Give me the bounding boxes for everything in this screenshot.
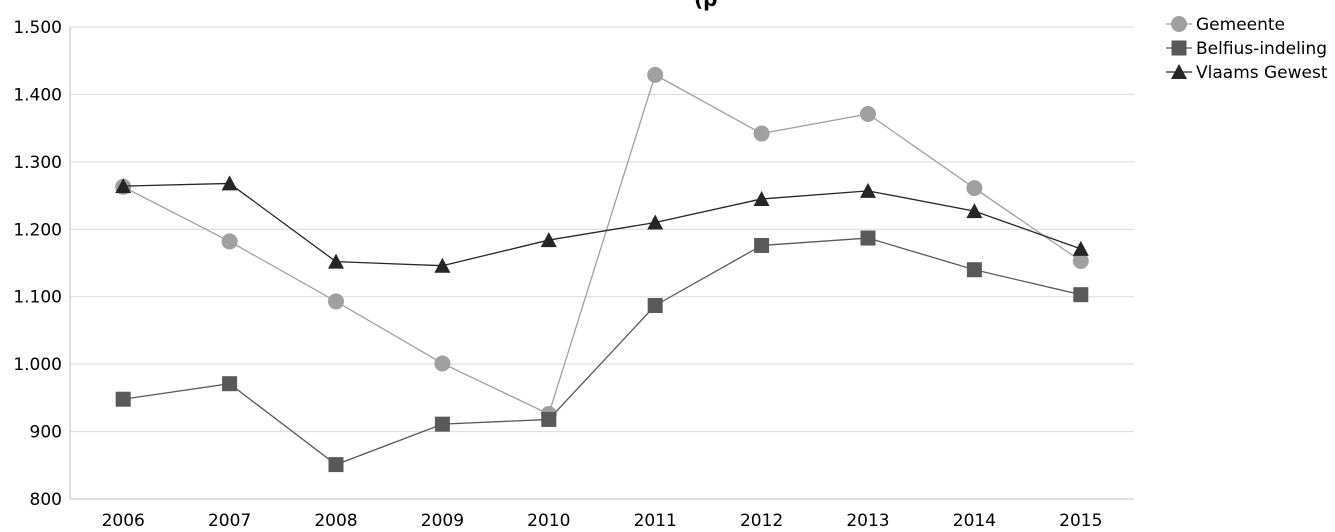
data-point [860,182,876,198]
legend: Gemeente Belfius-indeling Vlaams Gewest [1166,15,1328,83]
x-tick-label: 2011 [634,511,677,531]
data-point [754,237,770,253]
data-point [328,457,344,473]
data-point [1073,287,1089,303]
x-tick-label: 2010 [527,511,570,531]
x-axis-ticks: 2006 2007 2008 2009 2010 2011 2012 2013 2014 2015 [102,511,1103,531]
y-tick-label: 1.100 [13,288,62,308]
legend-label: Belfius-indeling [1196,39,1327,59]
series-gemeente [115,66,1089,423]
data-point [966,180,983,197]
y-tick-label: 1.300 [13,153,62,173]
data-point [966,203,983,219]
data-point [328,293,344,310]
series-line [122,73,1082,415]
x-tick-label: 2006 [102,511,145,531]
data-point [222,376,238,392]
legend-marker [1171,40,1187,56]
data-point [647,66,664,83]
x-tick-label: 2009 [421,511,464,531]
x-tick-label: 2015 [1059,511,1102,531]
y-tick-label: 900 [30,423,62,443]
data-point [647,214,664,230]
y-tick-label: 800 [30,490,62,510]
y-tick-label: 1.400 [13,85,62,105]
legend-entry: Gemeente [1166,15,1285,35]
legend-label: Vlaams Gewest [1196,63,1328,83]
y-tick-label: 1.000 [13,355,62,375]
data-point [860,230,876,246]
x-tick-label: 2012 [740,511,783,531]
y-axis-ticks: 800 900 1.000 1.100 1.200 1.300 1.400 1.500 [13,18,62,510]
data-point [115,178,132,194]
series-line [123,237,1081,466]
axes [69,27,1134,500]
x-tick-label: 2007 [208,511,251,531]
x-tick-label: 2014 [953,511,996,531]
legend-label: Gemeente [1196,15,1285,35]
data-point [434,416,450,432]
data-point [753,190,770,206]
data-point [1072,252,1089,269]
series-belfius-indeling [115,230,1089,473]
y-tick-label: 1.500 [13,18,62,38]
x-tick-label: 2008 [314,511,357,531]
series-line [123,182,1082,267]
gridlines [70,26,1134,433]
series-vlaams-gewest [115,175,1089,273]
data-point [115,391,131,407]
data-point [221,175,238,191]
data-point [540,232,557,248]
data-point [860,105,876,122]
series-group [115,66,1089,473]
y-tick-label: 1.200 [13,220,62,240]
data-point [541,411,557,427]
data-point [753,125,770,142]
legend-entry: Vlaams Gewest [1166,63,1328,83]
x-tick-label: 2013 [846,511,889,531]
chart-title-fragment: (p [694,0,717,11]
legend-entry: Belfius-indeling [1166,39,1327,59]
data-point [966,262,982,278]
data-point [434,355,451,372]
data-point [434,257,451,273]
data-point [1072,240,1089,256]
legend-marker [1171,16,1187,32]
legend-marker [1171,64,1187,79]
data-point [647,297,663,313]
data-point [328,253,344,269]
data-point [221,233,238,250]
